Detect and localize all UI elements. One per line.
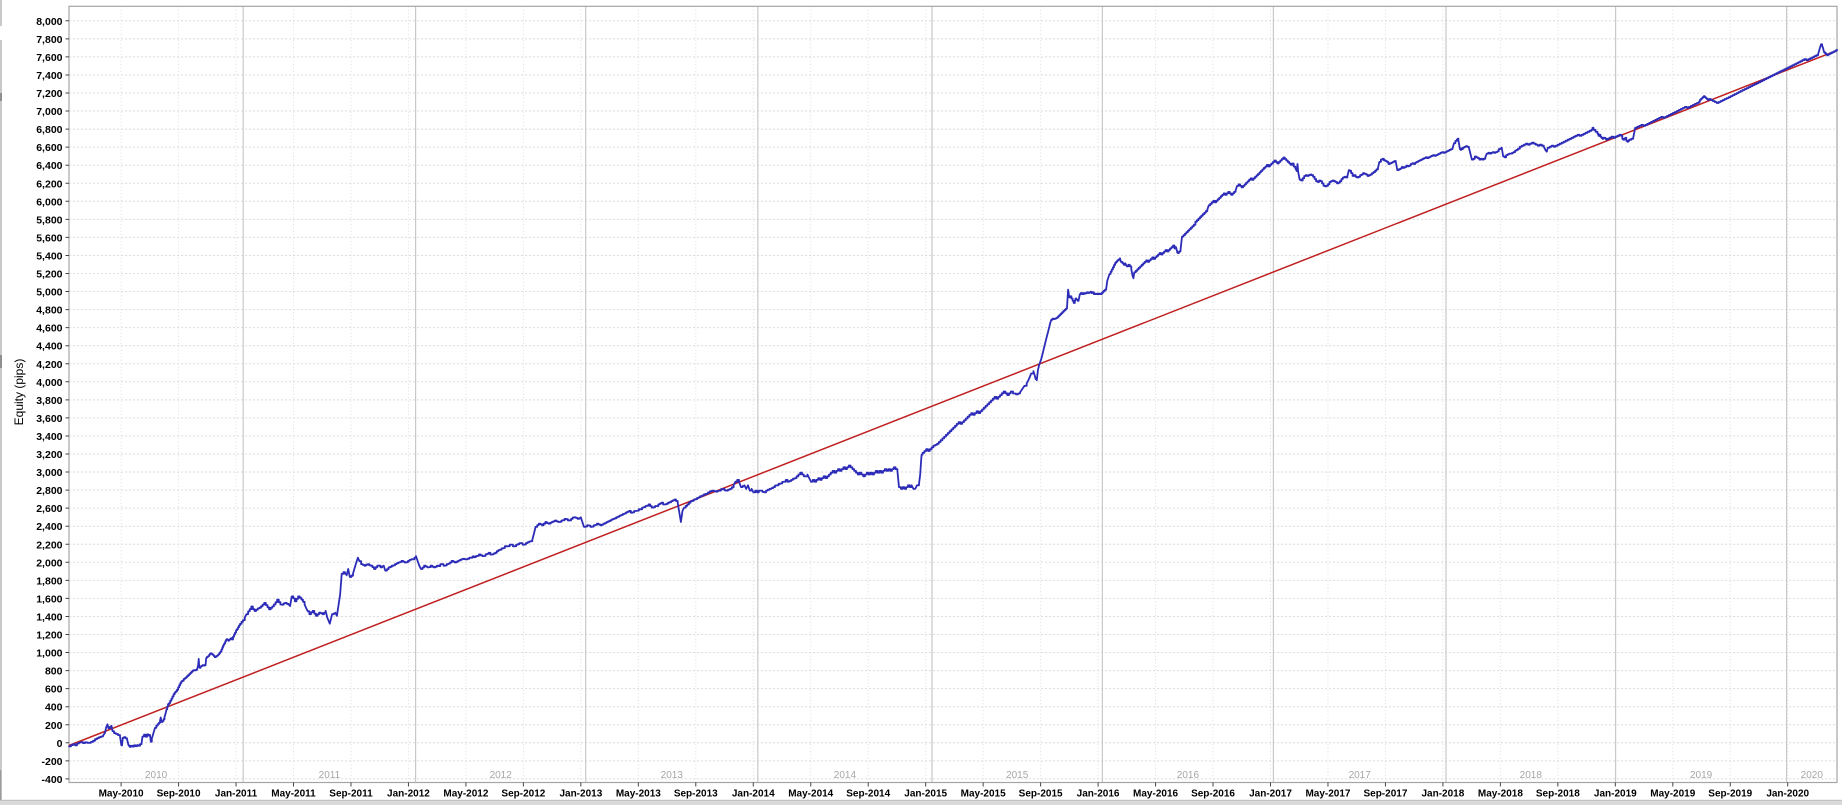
svg-text:Sep-2014: Sep-2014: [846, 789, 890, 800]
svg-text:7,200: 7,200: [36, 88, 62, 100]
svg-text:0: 0: [57, 738, 63, 750]
svg-text:7,400: 7,400: [36, 70, 62, 82]
svg-text:2018: 2018: [1520, 770, 1543, 781]
svg-text:3,000: 3,000: [36, 467, 62, 479]
svg-text:Equity (pips): Equity (pips): [12, 359, 26, 426]
svg-text:Jan-2014: Jan-2014: [732, 789, 775, 800]
svg-text:2016: 2016: [1177, 770, 1200, 781]
svg-text:Jan-2017: Jan-2017: [1249, 789, 1292, 800]
svg-text:Sep-2012: Sep-2012: [501, 789, 545, 800]
svg-text:-200: -200: [41, 756, 62, 768]
svg-text:7,000: 7,000: [36, 106, 62, 118]
svg-text:May-2014: May-2014: [788, 789, 833, 800]
svg-text:2010: 2010: [145, 770, 168, 781]
svg-text:6,800: 6,800: [36, 124, 62, 136]
svg-text:2013: 2013: [661, 770, 684, 781]
svg-text:Sep-2016: Sep-2016: [1191, 789, 1235, 800]
svg-text:5,200: 5,200: [36, 269, 62, 281]
svg-text:2012: 2012: [490, 770, 513, 781]
svg-text:6,600: 6,600: [36, 142, 62, 154]
svg-text:3,400: 3,400: [36, 431, 62, 443]
svg-text:Sep-2013: Sep-2013: [674, 789, 718, 800]
svg-text:600: 600: [45, 684, 63, 696]
svg-text:Jan-2015: Jan-2015: [904, 789, 947, 800]
svg-text:May-2018: May-2018: [1478, 789, 1523, 800]
svg-text:1,200: 1,200: [36, 630, 62, 642]
svg-text:May-2019: May-2019: [1650, 789, 1695, 800]
svg-text:May-2017: May-2017: [1305, 789, 1350, 800]
svg-text:May-2012: May-2012: [443, 789, 488, 800]
svg-text:Jan-2012: Jan-2012: [387, 789, 430, 800]
svg-text:4,200: 4,200: [36, 359, 62, 371]
svg-text:2,400: 2,400: [36, 521, 62, 533]
svg-text:4,400: 4,400: [36, 341, 62, 353]
svg-text:7,600: 7,600: [36, 52, 62, 64]
svg-text:Jan-2020: Jan-2020: [1766, 789, 1809, 800]
svg-text:5,400: 5,400: [36, 250, 62, 262]
svg-text:Jan-2016: Jan-2016: [1077, 789, 1120, 800]
svg-text:May-2010: May-2010: [99, 789, 144, 800]
svg-text:2019: 2019: [1690, 770, 1713, 781]
svg-text:5,000: 5,000: [36, 287, 62, 299]
svg-text:2,200: 2,200: [36, 539, 62, 551]
svg-text:1,000: 1,000: [36, 648, 62, 660]
svg-text:4,800: 4,800: [36, 305, 62, 317]
svg-text:5,600: 5,600: [36, 232, 62, 244]
svg-text:5,800: 5,800: [36, 214, 62, 226]
svg-text:2015: 2015: [1006, 770, 1029, 781]
svg-text:Jan-2011: Jan-2011: [215, 789, 258, 800]
svg-text:1,400: 1,400: [36, 611, 62, 623]
svg-text:2014: 2014: [834, 770, 857, 781]
svg-text:3,600: 3,600: [36, 413, 62, 425]
svg-text:3,800: 3,800: [36, 395, 62, 407]
svg-text:7,800: 7,800: [36, 34, 62, 46]
svg-text:2,000: 2,000: [36, 557, 62, 569]
svg-text:Sep-2015: Sep-2015: [1019, 789, 1063, 800]
svg-text:May-2016: May-2016: [1133, 789, 1178, 800]
svg-text:400: 400: [45, 702, 63, 714]
svg-text:May-2013: May-2013: [616, 789, 661, 800]
svg-text:Sep-2017: Sep-2017: [1363, 789, 1407, 800]
svg-text:800: 800: [45, 666, 63, 678]
svg-text:1,800: 1,800: [36, 575, 62, 587]
svg-text:Jan-2018: Jan-2018: [1422, 789, 1465, 800]
svg-text:6,000: 6,000: [36, 196, 62, 208]
svg-text:2011: 2011: [319, 770, 341, 781]
svg-text:2020: 2020: [1801, 770, 1824, 781]
svg-text:3,200: 3,200: [36, 449, 62, 461]
svg-text:4,600: 4,600: [36, 323, 62, 335]
svg-text:Sep-2010: Sep-2010: [157, 789, 201, 800]
svg-text:6,200: 6,200: [36, 178, 62, 190]
svg-text:Sep-2011: Sep-2011: [329, 789, 373, 800]
svg-text:May-2011: May-2011: [271, 789, 316, 800]
svg-text:1,600: 1,600: [36, 593, 62, 605]
svg-text:8,000: 8,000: [36, 16, 62, 28]
svg-text:May-2015: May-2015: [961, 789, 1006, 800]
svg-text:Jan-2013: Jan-2013: [559, 789, 602, 800]
svg-text:200: 200: [45, 720, 63, 732]
svg-text:2,800: 2,800: [36, 485, 62, 497]
svg-text:Sep-2018: Sep-2018: [1536, 789, 1580, 800]
svg-text:4,000: 4,000: [36, 377, 62, 389]
svg-text:6,400: 6,400: [36, 160, 62, 172]
svg-text:-400: -400: [41, 774, 62, 786]
svg-text:2,600: 2,600: [36, 503, 62, 515]
svg-text:Jan-2019: Jan-2019: [1594, 789, 1637, 800]
svg-text:2017: 2017: [1349, 770, 1372, 781]
svg-text:Sep-2019: Sep-2019: [1708, 789, 1752, 800]
